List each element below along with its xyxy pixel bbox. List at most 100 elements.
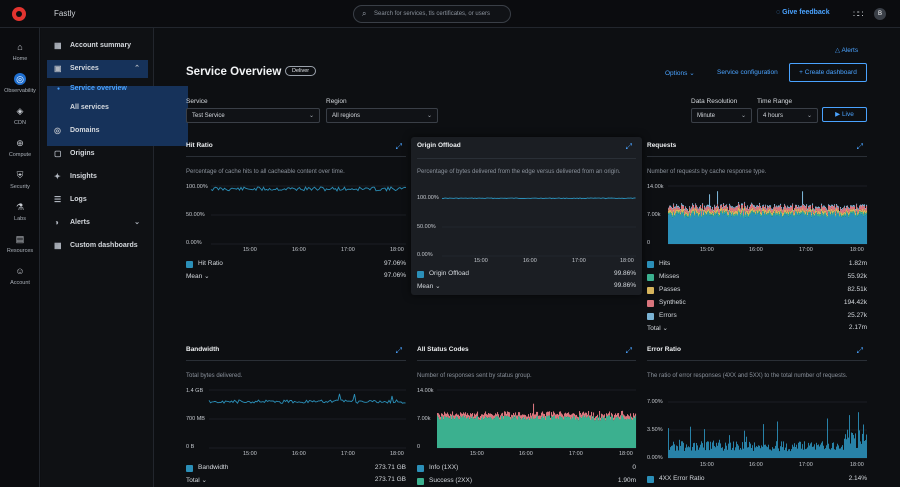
summary-dropdown[interactable]: Mean ⌄ (186, 273, 210, 280)
alerts-link[interactable]: △ Alerts (835, 47, 859, 54)
summary-row[interactable]: Total ⌄ 273.71 GB (186, 476, 406, 486)
legend-item[interactable]: Hit Ratio 97.06% (186, 260, 406, 270)
error-bar (814, 444, 815, 458)
error-bar (856, 448, 857, 458)
summary-row[interactable]: Mean ⌄ 99.86% (417, 282, 636, 292)
legend-value: 2.14% (848, 475, 867, 482)
legend-item[interactable]: 4XX Error Ratio 2.14% (647, 475, 867, 485)
options-button[interactable]: Options ⌄ (665, 69, 695, 77)
legend-item-success[interactable]: Success (2XX) 1.90m (417, 477, 636, 487)
error-bar (859, 430, 860, 458)
legend-item-synthetic[interactable]: Synthetic 194.42k (647, 299, 867, 309)
summary-row[interactable]: Total ⌄ 2.17m (647, 324, 867, 334)
stack-bar (826, 212, 828, 216)
stack-bar (739, 213, 741, 244)
stack-bar (800, 212, 802, 215)
sidebar-item-services[interactable]: ▣ Services ⌃ (47, 60, 148, 78)
avatar[interactable]: B (874, 8, 886, 20)
rail-item-account[interactable]: ☺ Account (0, 265, 40, 286)
stack-bar (747, 205, 749, 207)
summary-row[interactable]: Mean ⌄ 97.06% (186, 272, 406, 282)
live-button[interactable]: ▶ Live (822, 107, 867, 122)
rail-item-compute[interactable]: ⊕ Compute (0, 137, 40, 158)
stack-bar (843, 213, 845, 215)
summary-dropdown[interactable]: Total ⌄ (647, 325, 668, 332)
legend-item-passes[interactable]: Passes 82.51k (647, 286, 867, 296)
origin-offload-card[interactable]: Origin Offload ⤢ Percentage of bytes del… (411, 137, 642, 295)
rail-item-resources[interactable]: ▤ Resources (0, 233, 40, 254)
rail-item-home[interactable]: ⌂ Home (0, 41, 40, 62)
legend-item-misses[interactable]: Misses 55.92k (647, 273, 867, 283)
error-bar (840, 448, 841, 458)
create-dashboard-button[interactable]: + Create dashboard (789, 63, 867, 82)
error-bar (823, 445, 824, 458)
legend-item-info[interactable]: Info (1XX) 0 (417, 464, 636, 474)
sidebar-item-origins[interactable]: ▢ Origins (47, 145, 148, 163)
expand-icon[interactable]: ⤢ (395, 142, 402, 151)
stack-bar (858, 208, 860, 210)
sidebar-item-insights[interactable]: ✦ Insights (47, 168, 148, 186)
expand-icon[interactable]: ⤢ (625, 346, 632, 355)
expand-icon[interactable]: ⤢ (856, 346, 863, 355)
stack-bar (794, 208, 796, 213)
search-input[interactable]: ⌕ Search for services, tls certificates,… (353, 5, 511, 23)
stack-bar (625, 419, 627, 448)
expand-icon[interactable]: ⤢ (395, 346, 402, 355)
stack-bar (835, 217, 837, 244)
legend-item-hits[interactable]: Hits 1.82m (647, 260, 867, 270)
stack-bar (754, 213, 756, 244)
x-tick: 15:00 (243, 247, 257, 253)
rail-item-cdn[interactable]: ◈ CDN (0, 105, 40, 126)
rail-item-observability[interactable]: ◎ Observability (0, 73, 40, 94)
stack-bar (819, 216, 821, 244)
stack-bar (580, 417, 582, 448)
app-grid-icon[interactable]: ∷∷ (853, 9, 864, 19)
legend-item[interactable]: Origin Offload 99.86% (417, 270, 636, 280)
x-tick: 18:00 (619, 451, 633, 457)
stack-bar (737, 214, 739, 216)
stack-bar (678, 205, 680, 208)
sidebar-item-domains[interactable]: ◎ Domains (47, 122, 148, 140)
region-select[interactable]: All regions ⌄ (326, 108, 438, 123)
sidebar-item-logs[interactable]: ☰ Logs (47, 191, 148, 209)
sidebar-item-custom-dashboards[interactable]: ▦ Custom dashboards (47, 237, 148, 255)
stack-bar (697, 213, 699, 215)
card-description: Number of requests by cache response typ… (647, 169, 767, 175)
stack-bar (805, 207, 807, 212)
expand-icon[interactable]: ⤢ (625, 142, 632, 151)
error-bar (849, 415, 850, 458)
stack-bar (614, 419, 616, 448)
stack-bar (859, 206, 861, 210)
legend-item-errors[interactable]: Errors 25.27k (647, 312, 867, 322)
error-bar (838, 445, 839, 458)
time-range-select[interactable]: 4 hours ⌄ (757, 108, 818, 123)
stack-bar (866, 212, 868, 215)
sidebar-item-alerts[interactable]: ◑ Alerts ⌄ (47, 214, 148, 232)
fastly-logo-icon[interactable] (12, 7, 26, 21)
sidebar-item-all-services[interactable]: All services (47, 99, 148, 117)
stack-bar (825, 210, 827, 213)
stack-bar (733, 208, 735, 213)
stack-bar (782, 217, 784, 244)
summary-dropdown[interactable]: Total ⌄ (186, 477, 207, 484)
give-feedback-link[interactable]: ◌ Give feedback (776, 9, 830, 16)
sidebar-item-service-overview[interactable]: ● Service overview (47, 80, 148, 98)
stack-bar (732, 212, 734, 215)
stack-bar (713, 217, 715, 244)
main-content: △ Alerts Service Overview Deliver Option… (155, 28, 900, 487)
rail-item-security[interactable]: ⛨ Security (0, 169, 40, 190)
sidebar-item-account-summary[interactable]: ▦ Account summary (47, 37, 148, 55)
expand-icon[interactable]: ⤢ (856, 142, 863, 151)
resolution-select[interactable]: Minute ⌄ (691, 108, 752, 123)
stack-bar (558, 414, 560, 420)
error-bar (749, 441, 750, 458)
service-select[interactable]: Test Service ⌄ (186, 108, 320, 123)
rail-item-labs[interactable]: ⚗ Labs (0, 201, 40, 222)
stack-bar (762, 209, 764, 211)
stack-bar (800, 206, 802, 207)
legend-item[interactable]: Bandwidth 273.71 GB (186, 464, 406, 474)
summary-dropdown[interactable]: Mean ⌄ (417, 283, 441, 290)
stack-bar (687, 210, 689, 214)
stack-bar (857, 212, 859, 215)
service-configuration-link[interactable]: Service configuration (717, 69, 778, 76)
